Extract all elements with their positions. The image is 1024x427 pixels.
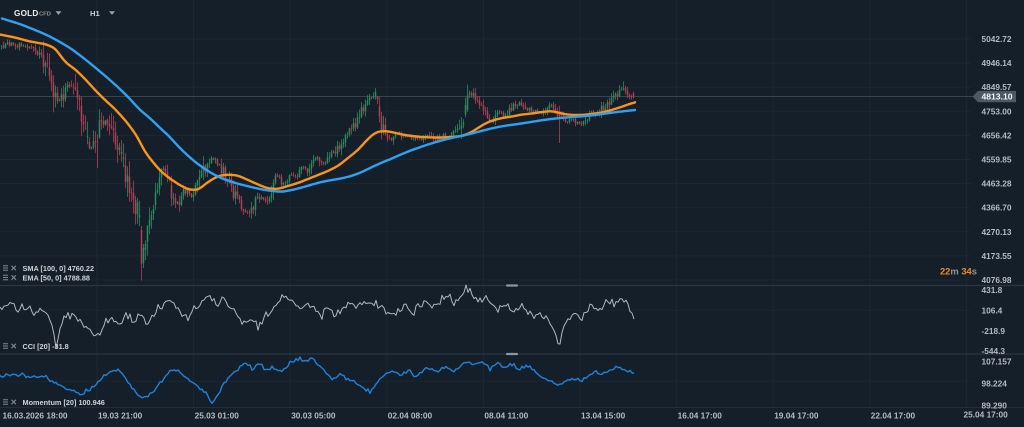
svg-text:-218.9: -218.9 xyxy=(982,326,1006,336)
svg-text:4946.14: 4946.14 xyxy=(982,58,1012,68)
svg-text:16.04 17:00: 16.04 17:00 xyxy=(678,411,723,421)
svg-text:431.8: 431.8 xyxy=(982,285,1003,295)
svg-text:SMA [100, 0] 4760.22: SMA [100, 0] 4760.22 xyxy=(23,264,95,273)
svg-text:4463.28: 4463.28 xyxy=(982,179,1012,189)
svg-text:30.03 05:00: 30.03 05:00 xyxy=(291,411,336,421)
svg-text:4366.70: 4366.70 xyxy=(982,203,1012,213)
svg-text:08.04 11:00: 08.04 11:00 xyxy=(484,411,528,421)
svg-text:H1: H1 xyxy=(90,9,100,18)
svg-text:4270.13: 4270.13 xyxy=(982,227,1012,237)
svg-text:GOLD: GOLD xyxy=(14,9,38,18)
svg-text:4753.00: 4753.00 xyxy=(982,106,1012,116)
svg-text:25.03 01:00: 25.03 01:00 xyxy=(195,411,240,421)
svg-text:19.03 21:00: 19.03 21:00 xyxy=(98,411,143,421)
svg-text:CCI [20] -31.8: CCI [20] -31.8 xyxy=(23,342,69,351)
svg-text:19.04 17:00: 19.04 17:00 xyxy=(774,411,819,421)
svg-text:16.03.2026 18:00: 16.03.2026 18:00 xyxy=(3,411,68,421)
svg-text:4559.85: 4559.85 xyxy=(982,155,1012,165)
svg-text:98.224: 98.224 xyxy=(982,378,1008,388)
svg-text:-544.3: -544.3 xyxy=(982,346,1006,356)
svg-text:EMA [50, 0] 4788.88: EMA [50, 0] 4788.88 xyxy=(23,273,90,282)
svg-text:107.157: 107.157 xyxy=(982,357,1012,367)
svg-text:5042.72: 5042.72 xyxy=(982,34,1012,44)
svg-text:25.04 17:00: 25.04 17:00 xyxy=(964,410,1009,420)
svg-text:89.290: 89.290 xyxy=(982,400,1008,410)
svg-text:02.04 08:00: 02.04 08:00 xyxy=(388,411,433,421)
svg-text:22.04 17:00: 22.04 17:00 xyxy=(871,411,916,421)
svg-text:CFD: CFD xyxy=(39,12,51,18)
svg-text:13.04 15:00: 13.04 15:00 xyxy=(581,411,626,421)
svg-text:4076.98: 4076.98 xyxy=(982,275,1012,285)
svg-text:4813.10: 4813.10 xyxy=(981,92,1012,102)
svg-text:4849.57: 4849.57 xyxy=(982,82,1012,92)
svg-text:4173.55: 4173.55 xyxy=(982,251,1012,261)
svg-text:4656.42: 4656.42 xyxy=(982,130,1012,140)
svg-text:106.4: 106.4 xyxy=(982,305,1003,315)
svg-text:22m 34s: 22m 34s xyxy=(940,266,977,277)
svg-text:Momentum [20] 100.946: Momentum [20] 100.946 xyxy=(23,398,105,407)
